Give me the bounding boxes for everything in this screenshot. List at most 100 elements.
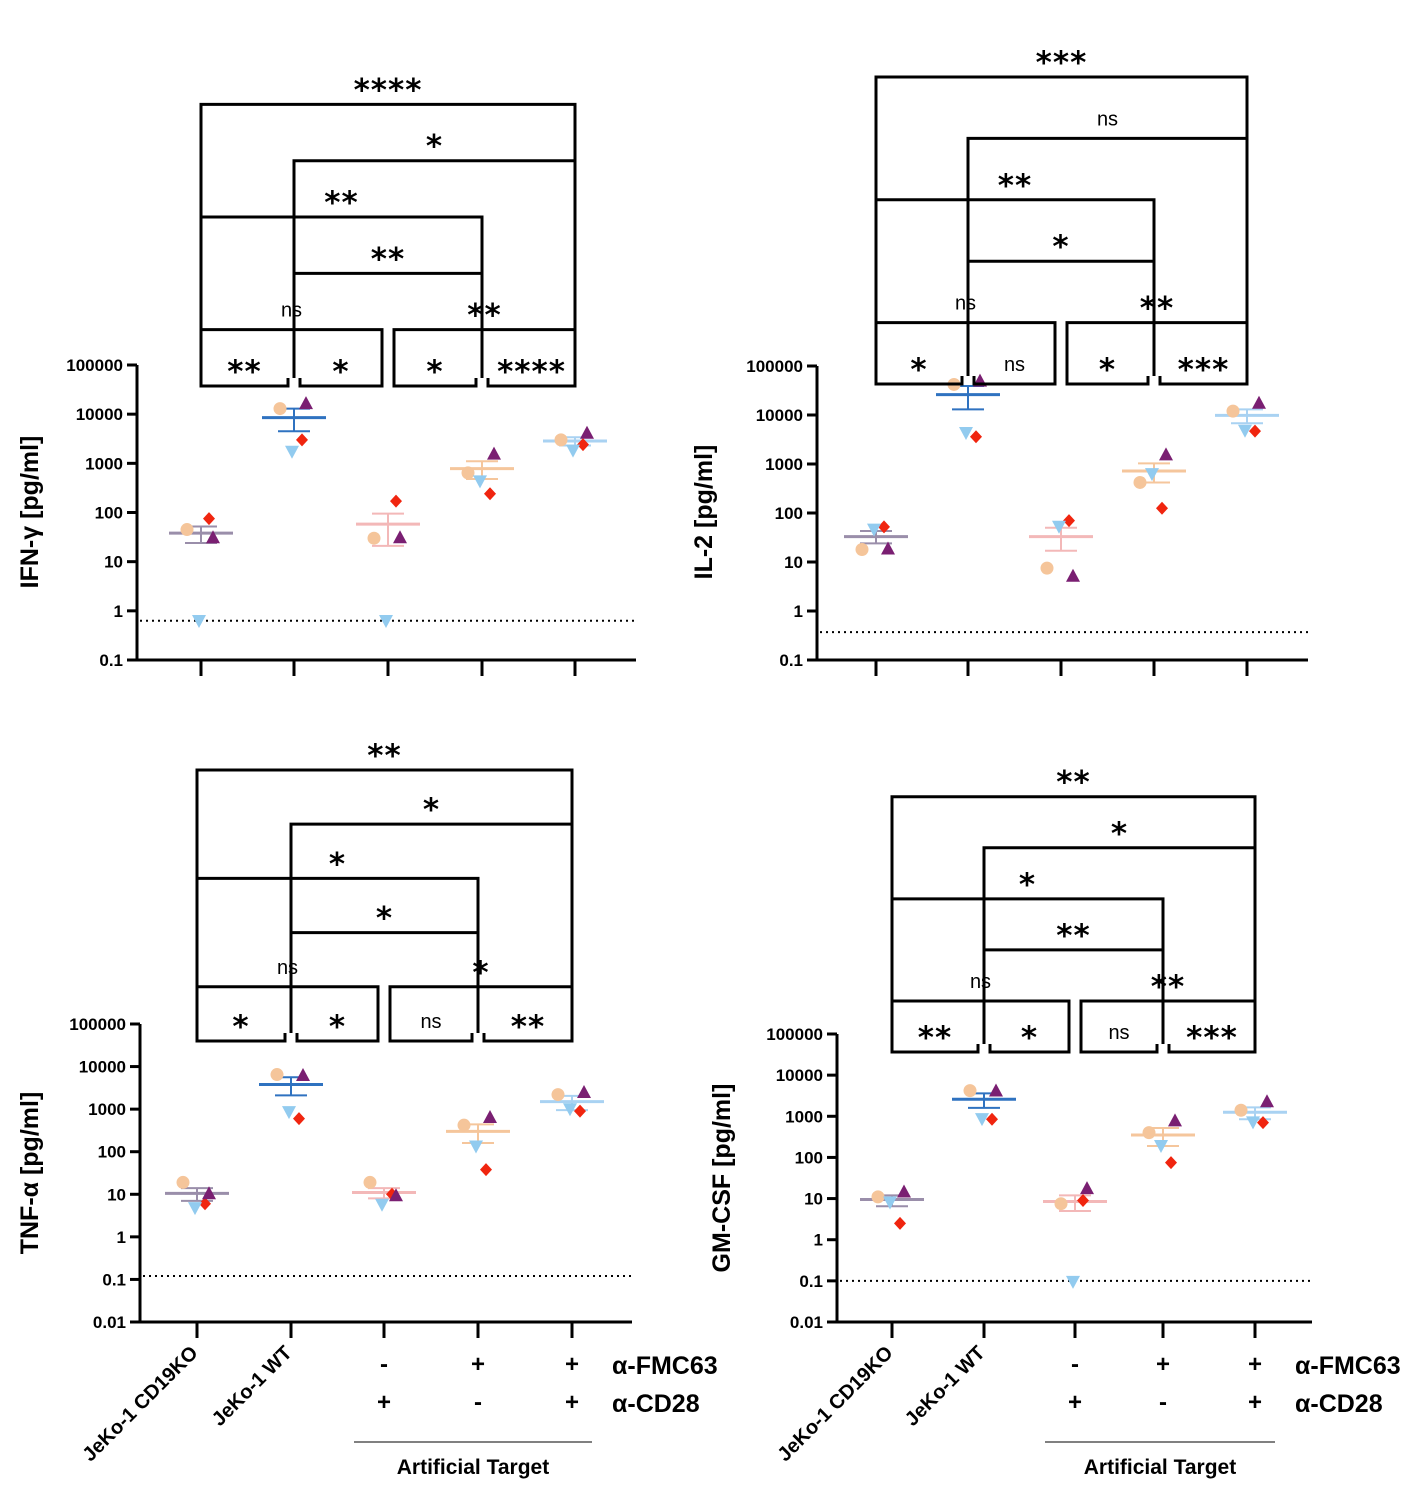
data-point-circle bbox=[554, 433, 568, 447]
data-point-triangle-up bbox=[299, 396, 313, 410]
significance-label: ** bbox=[1151, 969, 1185, 1005]
data-point-diamond bbox=[203, 512, 215, 526]
data-point-diamond bbox=[894, 1216, 906, 1230]
data-point-diamond bbox=[1077, 1193, 1089, 1207]
y-tick-label: 100000 bbox=[746, 357, 803, 376]
significance-bracket bbox=[988, 1044, 1071, 1054]
y-tick-label: 100000 bbox=[66, 356, 123, 375]
significance-label: * bbox=[329, 1009, 346, 1045]
significance-bracket bbox=[388, 1033, 474, 1043]
data-point-triangle-down bbox=[375, 1198, 389, 1212]
significance-bracket bbox=[195, 985, 380, 1033]
data-point-diamond bbox=[199, 1197, 211, 1211]
significance-bracket bbox=[289, 931, 480, 1033]
data-point-triangle-up bbox=[389, 1188, 403, 1202]
data-point-circle bbox=[551, 1088, 565, 1102]
treatment-sign: - bbox=[474, 1389, 482, 1416]
significance-bracket bbox=[966, 136, 1249, 323]
y-tick-label: 100 bbox=[795, 1148, 823, 1167]
y-tick-label: 100000 bbox=[69, 1015, 126, 1034]
significance-label: **** bbox=[497, 354, 566, 390]
data-point-triangle-down bbox=[1238, 424, 1252, 438]
significance-label: * bbox=[910, 352, 927, 388]
artificial-target-label: Artificial Target bbox=[1084, 1456, 1236, 1479]
significance-bracket bbox=[982, 948, 1165, 1044]
panel-tnfa: 0.01 0.1 1 10 100 1000 10000 100000 TNF-α [pg/ml… bbox=[16, 738, 632, 1338]
data-point-diamond bbox=[1063, 514, 1075, 528]
treatment-sign: - bbox=[1071, 1351, 1079, 1378]
y-tick-label: 0.1 bbox=[799, 1272, 823, 1291]
data-point-diamond bbox=[878, 520, 890, 534]
data-point-triangle-up bbox=[989, 1083, 1003, 1097]
data-point-triangle-down bbox=[1154, 1140, 1168, 1154]
y-tick-label: 0.01 bbox=[93, 1313, 126, 1332]
data-point-triangle-up bbox=[1159, 447, 1173, 461]
data-point-triangle-down bbox=[188, 1202, 202, 1216]
y-tick-label: 1 bbox=[794, 602, 803, 621]
data-point-diamond bbox=[1156, 501, 1168, 515]
significance-label: *** bbox=[1036, 45, 1088, 81]
data-point-triangle-up bbox=[1260, 1094, 1274, 1108]
treatment-sign: + bbox=[1248, 1351, 1262, 1378]
significance-label: ns bbox=[1097, 108, 1118, 130]
data-point-circle bbox=[1133, 475, 1147, 489]
data-point-triangle-down bbox=[1052, 520, 1066, 534]
x-category-labels: JeKo-1 CD19KO JeKo-1 WT - + + α-FMC63 + - + α-CD2… bbox=[774, 1342, 1401, 1479]
significance-label: ** bbox=[227, 354, 261, 390]
significance-bracket bbox=[1079, 1044, 1159, 1054]
significance-label: * bbox=[426, 354, 443, 390]
category-label: JeKo-1 CD19KO bbox=[79, 1342, 203, 1466]
treatment-sign: + bbox=[471, 1351, 485, 1378]
data-point-circle bbox=[855, 542, 869, 556]
significance-label: ** bbox=[467, 298, 501, 334]
significance-label: ** bbox=[371, 241, 405, 277]
treatment-sign: + bbox=[565, 1351, 579, 1378]
significance-bracket bbox=[486, 378, 577, 388]
y-tick-label: 1 bbox=[114, 602, 123, 621]
significance-label: * bbox=[376, 901, 393, 937]
y-tick-label: 10 bbox=[804, 1190, 823, 1209]
significance-label: * bbox=[426, 129, 443, 165]
data-point-diamond bbox=[484, 487, 496, 501]
significance-bracket bbox=[298, 378, 384, 388]
y-tick-label: 100 bbox=[98, 1143, 126, 1162]
data-point-triangle-up bbox=[897, 1184, 911, 1198]
data-point-circle bbox=[270, 1068, 284, 1082]
significance-bracket bbox=[392, 378, 478, 388]
data-point-triangle-down bbox=[563, 1103, 577, 1117]
data-point-triangle-up bbox=[1252, 395, 1266, 409]
significance-label: ** bbox=[918, 1020, 952, 1056]
treatment-sign: + bbox=[377, 1389, 391, 1416]
data-point-triangle-down bbox=[566, 444, 580, 458]
significance-label: * bbox=[329, 846, 346, 882]
significance-bracket bbox=[292, 159, 577, 330]
data-point-triangle-up bbox=[580, 425, 594, 439]
data-point-circle bbox=[457, 1118, 471, 1132]
data-point-circle bbox=[1234, 1103, 1248, 1117]
significance-bracket bbox=[982, 846, 1257, 1001]
significance-bracket bbox=[195, 768, 574, 879]
significance-label: ns bbox=[1004, 354, 1025, 376]
data-point-circle bbox=[176, 1175, 190, 1189]
data-point-triangle-down bbox=[867, 523, 881, 537]
significance-bracket bbox=[199, 215, 484, 330]
data-point-triangle-down bbox=[469, 1140, 483, 1154]
significance-label: ** bbox=[1056, 918, 1090, 954]
data-point-circle bbox=[1226, 404, 1240, 418]
significance-bracket bbox=[292, 271, 484, 378]
significance-label: * bbox=[332, 354, 349, 390]
data-point-triangle-down bbox=[959, 426, 973, 440]
data-point-triangle-down bbox=[192, 615, 206, 629]
data-point-triangle-up bbox=[577, 1084, 591, 1098]
x-category-labels: JeKo-1 CD19KO JeKo-1 WT - + + α-FMC63 + - + α-CD2… bbox=[79, 1342, 718, 1479]
data-point-diamond bbox=[574, 1104, 586, 1118]
data-point-circle bbox=[273, 402, 287, 416]
treatment-label: α-FMC63 bbox=[1295, 1352, 1401, 1380]
data-point-diamond bbox=[970, 430, 982, 444]
significance-bracket bbox=[1158, 376, 1249, 386]
data-point-circle bbox=[963, 1084, 977, 1098]
significance-label: ns bbox=[281, 300, 302, 322]
data-point-triangle-up bbox=[483, 1109, 497, 1123]
